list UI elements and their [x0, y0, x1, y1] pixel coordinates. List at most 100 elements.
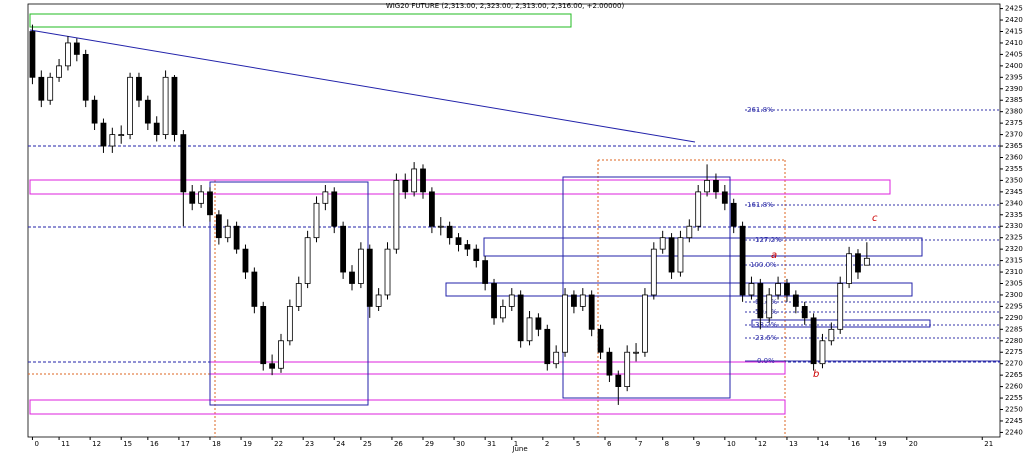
blue-box	[483, 237, 923, 257]
y-tick-label: 2300	[1005, 291, 1023, 299]
y-tick-label: 2305	[1005, 280, 1023, 288]
candle-body	[278, 340, 284, 369]
fib-label: 100.0%	[750, 261, 777, 269]
y-tick-label: 2345	[1005, 188, 1023, 196]
candle-body	[606, 351, 613, 376]
candle-body	[215, 214, 222, 239]
candle-body	[553, 351, 560, 365]
candle-body	[233, 225, 240, 250]
x-axis-label: June	[511, 445, 527, 453]
blue-box	[562, 176, 731, 399]
candle-body	[508, 294, 515, 307]
candle-body	[579, 294, 586, 307]
trend-line	[29, 29, 696, 143]
candle-body	[411, 168, 418, 193]
candle-body	[473, 248, 480, 261]
candle-body	[393, 180, 400, 250]
y-tick-label: 2380	[1005, 108, 1023, 116]
candle-body	[437, 225, 444, 228]
candle-body	[171, 76, 178, 135]
candle-body	[349, 271, 355, 284]
green-box	[29, 13, 572, 28]
fib-label: 23.6%	[755, 334, 778, 342]
candle-body	[757, 283, 764, 319]
candle-body	[29, 31, 36, 78]
candle-body	[482, 260, 489, 284]
candle-body	[846, 253, 852, 284]
y-tick-label: 2425	[1005, 5, 1023, 13]
plot-frame	[27, 3, 1001, 438]
candle-body	[224, 225, 231, 239]
candle-body	[295, 283, 302, 307]
y-tick-label: 2290	[1005, 314, 1023, 322]
candle-body	[65, 42, 71, 67]
y-tick-label: 2340	[1005, 199, 1023, 207]
x-tick-label: 26	[394, 440, 403, 448]
candle-body	[304, 237, 311, 284]
candle-body	[375, 294, 382, 307]
candle-body	[313, 202, 320, 239]
fib-label: 261.8%	[747, 106, 774, 114]
x-tick-label: 12	[92, 440, 101, 448]
candle-body	[863, 257, 870, 266]
x-tick-label: 11	[61, 440, 70, 448]
x-tick-label: 5	[576, 440, 580, 448]
candle-body	[571, 294, 577, 307]
y-tick-label: 2330	[1005, 222, 1023, 230]
y-tick-label: 2255	[1005, 394, 1023, 402]
candle-body	[127, 76, 133, 135]
x-tick-label: 8	[665, 440, 669, 448]
y-tick-label: 2325	[1005, 234, 1023, 242]
candle-body	[144, 99, 151, 124]
candle-body	[526, 317, 533, 342]
candle-body	[713, 180, 719, 193]
candle-body	[721, 191, 728, 204]
candle-body	[588, 294, 595, 330]
x-tick-label: 14	[820, 440, 829, 448]
candle-body	[500, 306, 506, 319]
candle-body	[810, 317, 817, 365]
candle-body	[56, 65, 62, 78]
candle-body	[633, 351, 639, 354]
fib-label: 0.0%	[757, 357, 775, 365]
candle-body	[615, 374, 622, 387]
y-tick-label: 2250	[1005, 406, 1023, 414]
x-tick-label: 18	[212, 440, 221, 448]
annotation: b	[813, 369, 819, 380]
candle-body	[340, 225, 347, 273]
candle-body	[837, 283, 844, 330]
x-tick-label: 1	[514, 440, 518, 448]
candle-body	[136, 76, 142, 101]
y-tick-label: 2395	[1005, 73, 1023, 81]
candle-body	[109, 134, 116, 147]
y-tick-label: 2260	[1005, 383, 1023, 391]
x-tick-label: 6	[607, 440, 612, 448]
x-tick-label: 19	[878, 440, 887, 448]
y-tick-label: 2405	[1005, 50, 1023, 58]
drawings	[28, 13, 1000, 437]
y-tick-label: 2335	[1005, 211, 1023, 219]
annotation: c	[872, 213, 878, 224]
blue-box	[445, 282, 913, 297]
fib-label: 127.2%	[755, 236, 782, 244]
candle-body	[704, 180, 710, 193]
candle-body	[180, 134, 187, 193]
candle-body	[597, 328, 604, 353]
fib-label: 61.8%	[755, 298, 778, 306]
x-tick-label: 0	[34, 440, 38, 448]
candle-body	[686, 225, 693, 239]
magenta-box	[29, 399, 786, 415]
y-tick-label: 2410	[1005, 39, 1023, 47]
y-tick-label: 2355	[1005, 165, 1023, 173]
candle-body	[801, 306, 808, 319]
candle-body	[189, 191, 196, 204]
candle-body	[784, 283, 790, 296]
candle-body	[162, 76, 169, 135]
x-tick-label: 17	[181, 440, 190, 448]
y-tick-label: 2280	[1005, 337, 1023, 345]
y-tick-label: 2390	[1005, 85, 1023, 93]
candle-body	[739, 225, 746, 296]
candle-body	[775, 283, 781, 296]
